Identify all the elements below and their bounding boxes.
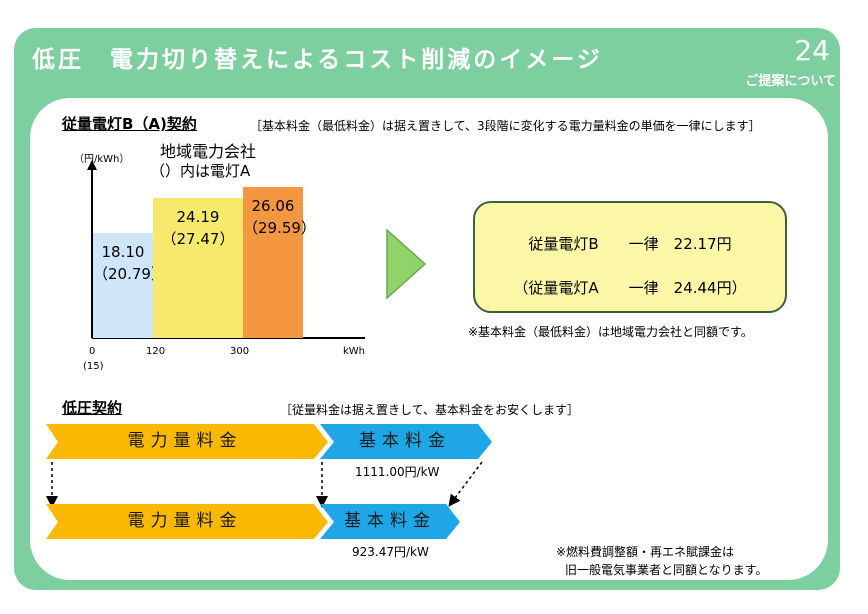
row1-energy-label: 電力量料金 (127, 431, 243, 451)
row2-basic-arrow (320, 504, 460, 539)
chart-axes (87, 160, 365, 339)
bar-value-a-1: （27.47） (161, 229, 235, 248)
summary-box: 従量電灯B 一律 22.17円 （従量電灯A 一律 24.44円） (473, 201, 787, 313)
row1-basic-arrow (320, 424, 492, 459)
page-number: 24 (794, 34, 830, 67)
row2-price: 923.47円/kW (352, 545, 429, 559)
bar-value-a-0: （20.79） (93, 265, 166, 284)
next-arrow-icon (386, 228, 427, 300)
x-tick-120: 120 (146, 346, 166, 357)
x-tick-300: 300 (230, 346, 250, 357)
section-title-b: 従量電灯B（A)契約 (62, 115, 197, 133)
row2-energy-arrow (46, 504, 328, 539)
row2-energy-label: 電力量料金 (127, 511, 243, 531)
row1-energy-arrow (46, 424, 328, 459)
bar-1: 24.19 （27.47） (153, 197, 243, 338)
connector-right (448, 461, 483, 507)
x-tick-sub: (15) (83, 361, 104, 372)
summary-line-1: 従量電灯B 一律 22.17円 (528, 235, 732, 253)
x-tick-0: 0 (89, 346, 96, 357)
summary-footnote: ※基本料金（最低料金）は地域電力会社と同額です。 (468, 325, 753, 339)
chart-y-label: （円/kWh） (74, 154, 130, 165)
slide-title: 低圧 電力切り替えによるコスト削減のイメージ (32, 47, 603, 73)
bar-value-1: 24.19 (176, 207, 220, 226)
bar-2: 26.06 （29.59） (243, 186, 316, 338)
chart-caption-2: （）内は電灯A (150, 162, 251, 180)
row2-arrows (46, 504, 460, 539)
slide-subtitle: ご提案について (745, 74, 836, 89)
dashed-connectors (46, 461, 483, 508)
section-title-low: 低圧契約 (62, 399, 123, 417)
chart-caption-1: 地域電力会社 (160, 142, 257, 161)
summary-line-2: （従量電灯A 一律 24.44円） (513, 279, 747, 297)
row2-basic-label: 基本料金 (344, 511, 436, 531)
section-note-b: ［基本料金（最低料金）は据え置きして、3段階に変化する電力量料金の単価を一律にし… (250, 119, 761, 133)
bar-0: 18.10 （20.79） (93, 233, 166, 338)
row1-price: 1111.00円/kW (355, 465, 440, 479)
bar-value-a-2: （29.59） (243, 218, 316, 237)
bar-value-2: 26.06 (251, 196, 295, 215)
bar-value-0: 18.10 (101, 243, 145, 262)
row1-arrows (46, 424, 492, 459)
low-footnote-2: 旧一般電気事業者と同額となります。 (565, 563, 768, 577)
row1-basic-label: 基本料金 (359, 431, 451, 451)
section-note-low: ［従量料金は据え置きして、基本料金をお安くします］ (280, 403, 580, 417)
x-axis-label: kWh (343, 346, 366, 357)
low-footnote-1: ※燃料費調整額・再エネ賦課金は (556, 545, 735, 559)
y-axis-arrow (87, 160, 97, 170)
